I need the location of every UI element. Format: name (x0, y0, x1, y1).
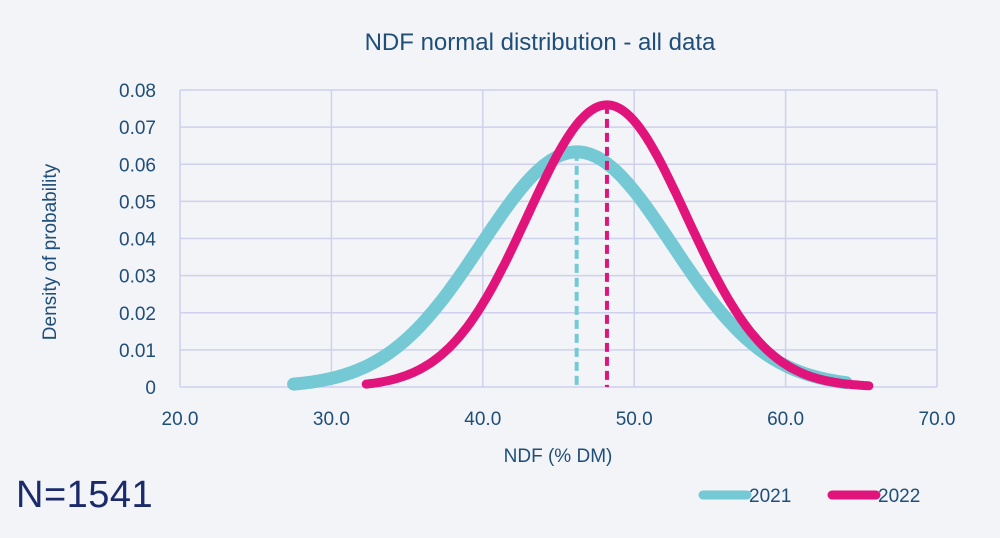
x-axis-title: NDF (% DM) (504, 446, 613, 467)
series-line-2021 (287, 145, 853, 391)
series-curves (287, 100, 874, 391)
mean-lines (574, 104, 609, 387)
sample-size-label: N=1541 (16, 474, 154, 516)
grid (179, 89, 938, 388)
y-tick-label: 0.02 (119, 304, 156, 325)
y-tick-label: 0.06 (119, 155, 156, 176)
x-tick-label: 40.0 (464, 409, 501, 430)
x-tick-labels: 20.0 30.0 40.0 50.0 60.0 70.0 (162, 409, 956, 430)
legend-label-2021: 2021 (749, 486, 791, 507)
series-line-2022 (361, 100, 874, 391)
legend: 2021 2022 (698, 486, 920, 507)
x-tick-label: 50.0 (616, 409, 653, 430)
x-tick-label: 70.0 (919, 409, 956, 430)
y-tick-labels: 0 0.01 0.02 0.03 0.04 0.05 0.06 0.07 0.08 (119, 81, 156, 399)
x-tick-label: 20.0 (162, 409, 199, 430)
legend-label-2022: 2022 (878, 486, 920, 507)
y-tick-label: 0.04 (119, 230, 156, 251)
x-tick-label: 60.0 (767, 409, 804, 430)
y-tick-label: 0 (145, 378, 156, 399)
y-tick-label: 0.08 (119, 81, 156, 102)
x-tick-label: 30.0 (313, 409, 350, 430)
y-tick-label: 0.05 (119, 192, 156, 213)
chart-title: NDF normal distribution - all data (365, 29, 716, 56)
y-tick-label: 0.03 (119, 267, 156, 288)
y-tick-label: 0.07 (119, 118, 156, 139)
y-axis-title: Density of probability (40, 163, 61, 340)
y-tick-label: 0.01 (119, 341, 156, 362)
